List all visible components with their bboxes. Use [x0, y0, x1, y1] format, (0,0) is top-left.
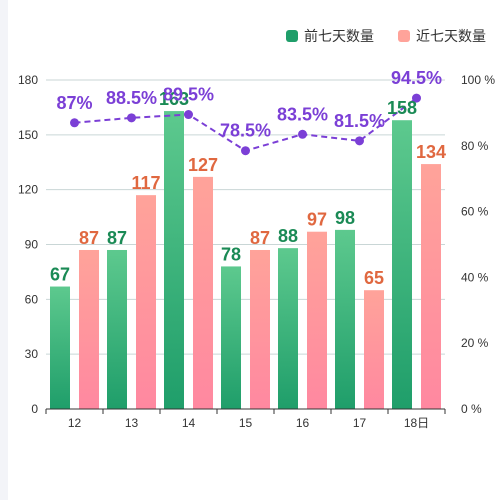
bar-line-chart: 67 87 163 78 88 98 158 87 117 127 87 97 65 134 87% 88.5… [18, 28, 495, 430]
percentage-point [412, 93, 421, 103]
y-tick-label-left: 120 [18, 183, 38, 197]
percentage-label: 87% [56, 93, 92, 113]
bar-value-label: 134 [416, 142, 446, 162]
bar [307, 231, 327, 409]
y-tick-label-left: 0 [31, 402, 38, 416]
percentage-point [298, 129, 307, 139]
legend-label: 前七天数量 [304, 28, 374, 44]
bar [50, 286, 70, 409]
percentage-point [70, 118, 79, 128]
bars [50, 111, 441, 410]
x-tick-label: 18日 [404, 416, 429, 430]
bar-value-label: 65 [364, 268, 384, 288]
bar-value-label: 97 [307, 210, 327, 230]
percentage-point [184, 110, 193, 120]
percentage-label: 81.5% [334, 111, 385, 131]
bar [250, 249, 270, 409]
percentage-label: 78.5% [220, 121, 271, 141]
y-tick-label-left: 60 [25, 292, 39, 306]
bar [221, 266, 241, 409]
percentage-label: 83.5% [277, 104, 328, 124]
percentage-point [241, 146, 250, 156]
y-tick-label-right: 100 % [461, 73, 495, 87]
x-tick-label: 15 [239, 416, 253, 430]
bar-value-label: 158 [387, 98, 417, 118]
bar-value-label: 117 [131, 173, 160, 193]
chart-card: 67 87 163 78 88 98 158 87 117 127 87 97 65 134 87% 88.5… [8, 0, 500, 500]
percentage-line [70, 93, 421, 156]
x-tick-label: 17 [353, 416, 367, 430]
bar [335, 229, 355, 409]
bar-value-label: 163 [159, 89, 189, 109]
x-tick-label: 16 [296, 416, 310, 430]
bar-value-label: 127 [188, 155, 218, 175]
percentage-point [355, 136, 364, 146]
y-tick-label-left: 150 [18, 128, 38, 142]
percentage-point [127, 113, 136, 123]
legend-swatch [286, 30, 298, 42]
data-labels: 67 87 163 78 88 98 158 87 117 127 87 97 65 134 87% 88.5… [50, 68, 446, 288]
percentage-label: 94.5% [391, 68, 442, 88]
bar [107, 249, 127, 409]
percentage-label: 88.5% [106, 88, 157, 108]
bar-value-label: 88 [278, 226, 298, 246]
bar-value-label: 87 [250, 228, 270, 248]
bar [421, 164, 441, 409]
bar [79, 249, 99, 409]
y-tick-label-right: 0 % [461, 402, 482, 416]
bar [392, 120, 412, 409]
x-tick-label: 12 [68, 416, 82, 430]
y-tick-label-left: 90 [25, 238, 39, 252]
y-tick-label-right: 20 % [461, 336, 489, 350]
y-tick-label-right: 40 % [461, 270, 489, 284]
y-tick-label-left: 180 [18, 73, 38, 87]
bar-value-label: 67 [50, 265, 70, 285]
bar [364, 290, 384, 409]
x-tick-label: 13 [125, 416, 139, 430]
bar-value-label: 78 [221, 244, 241, 264]
x-tick-label: 14 [182, 416, 196, 430]
y-tick-label-right: 80 % [461, 139, 489, 153]
bar [193, 176, 213, 409]
legend-swatch [398, 30, 410, 42]
bar [164, 111, 184, 410]
bar-value-label: 87 [107, 228, 127, 248]
legend[interactable]: 前七天数量 近七天数量 [286, 28, 486, 44]
y-tick-label-left: 30 [25, 347, 39, 361]
bar [278, 248, 298, 409]
bar [136, 195, 156, 409]
y-tick-label-right: 60 % [461, 205, 489, 219]
bar-value-label: 87 [79, 228, 99, 248]
bar-value-label: 98 [335, 208, 355, 228]
axes: 0 30 60 90 120 150 180 0 % 20 % 40 % 60 % 80 % 100 %… [18, 73, 495, 430]
percentage-label: 89.5% [163, 85, 214, 105]
legend-label: 近七天数量 [416, 28, 486, 44]
